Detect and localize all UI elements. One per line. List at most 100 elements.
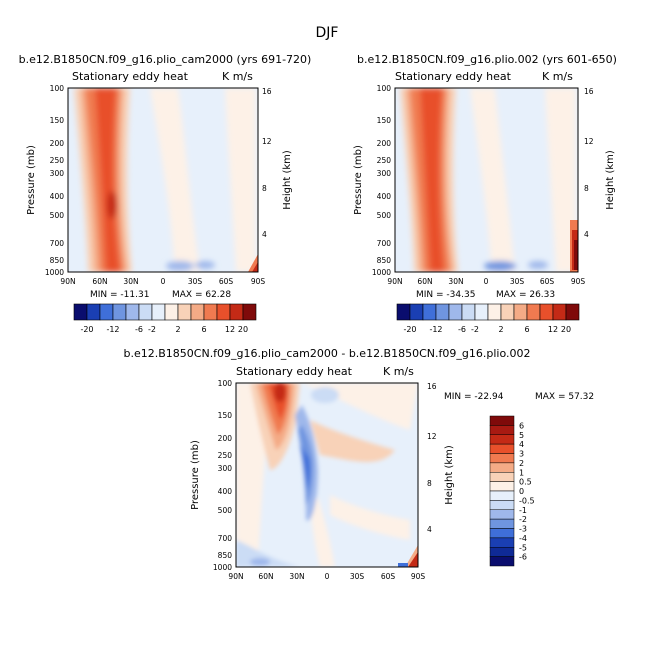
panel-1-axes: Pressure (mb) Height (km) 100 150 200 25…: [26, 84, 293, 286]
svg-text:0: 0: [161, 277, 166, 286]
svg-text:90S: 90S: [251, 277, 266, 286]
colorbar-tick-label: -2: [148, 325, 156, 334]
colorbar-swatch: [73, 303, 88, 321]
colorbar-swatch: [489, 434, 515, 445]
colorbar-swatch: [489, 528, 515, 539]
panel-2-axes: Pressure (mb) Height (km) 100 150 200 25…: [353, 84, 616, 286]
colorbar-tick-label: 12: [225, 325, 235, 334]
colorbar-swatch: [489, 472, 515, 482]
svg-text:850: 850: [377, 256, 392, 265]
svg-text:500: 500: [218, 506, 233, 515]
svg-text:250: 250: [377, 156, 392, 165]
panel-1-ylabel-right: Height (km): [282, 150, 293, 210]
svg-text:30S: 30S: [510, 277, 525, 286]
colorbar-tick-label: -6: [519, 553, 527, 562]
colorbar-swatch: [216, 303, 231, 321]
colorbar-tick-label: 4: [519, 440, 524, 449]
panel-2-ylabel-right: Height (km): [605, 150, 616, 210]
season-title: DJF: [316, 25, 339, 41]
colorbar-tick-label: -6: [135, 325, 143, 334]
svg-text:150: 150: [50, 116, 65, 125]
svg-text:16: 16: [262, 87, 272, 96]
svg-text:500: 500: [50, 211, 65, 220]
svg-text:4: 4: [584, 230, 589, 239]
svg-text:0: 0: [325, 572, 330, 581]
svg-text:250: 250: [50, 156, 65, 165]
svg-text:400: 400: [218, 487, 233, 496]
svg-text:60N: 60N: [417, 277, 432, 286]
colorbar-tick-label: -3: [519, 525, 527, 534]
svg-text:700: 700: [218, 534, 233, 543]
colorbar-swatch: [487, 303, 502, 321]
panel-3-title: b.e12.B1850CN.f09_g16.plio_cam2000 - b.e…: [124, 347, 531, 360]
colorbar-swatch: [539, 303, 554, 321]
colorbar-swatch: [242, 303, 257, 321]
panel-3-units: K m/s: [383, 365, 414, 378]
panel-1-ylabel: Pressure (mb): [26, 145, 37, 215]
colorbar-swatch: [489, 453, 515, 464]
panel-1: b.e12.B1850CN.f09_g16.plio_cam2000 (yrs …: [19, 53, 312, 300]
colorbar-tick-label: -4: [519, 534, 527, 543]
svg-text:16: 16: [427, 382, 437, 391]
svg-text:850: 850: [218, 551, 233, 560]
colorbar-swatch: [500, 303, 515, 321]
svg-text:1000: 1000: [213, 563, 232, 572]
panel-3-min: MIN = -22.94: [444, 392, 504, 402]
panel-2-max: MAX = 26.33: [496, 290, 555, 300]
colorbar-tick-label: -2: [471, 325, 479, 334]
panel-1-field: [68, 88, 258, 272]
colorbar-swatch: [86, 303, 101, 321]
colorbar-swatch: [489, 462, 515, 473]
svg-text:8: 8: [584, 184, 589, 193]
colorbar-swatch: [422, 303, 437, 321]
colorbar-swatch: [151, 303, 166, 321]
svg-text:4: 4: [427, 525, 432, 534]
colorbar-swatch: [489, 500, 515, 510]
colorbar-swatch: [513, 303, 528, 321]
colorbar-tick-label: -1: [519, 506, 527, 515]
colorbar-tick-label: 1: [519, 468, 524, 477]
svg-text:30S: 30S: [350, 572, 365, 581]
colorbar-tick-label: 0.5: [519, 478, 532, 487]
svg-text:200: 200: [218, 434, 233, 443]
svg-text:300: 300: [377, 169, 392, 178]
svg-text:60S: 60S: [381, 572, 396, 581]
svg-text:150: 150: [377, 116, 392, 125]
colorbar-tick-label: -5: [519, 543, 527, 552]
colorbar-swatch: [112, 303, 127, 321]
svg-text:700: 700: [377, 239, 392, 248]
svg-text:60N: 60N: [92, 277, 107, 286]
colorbar-tick-label: -12: [429, 325, 442, 334]
colorbar-swatch: [474, 303, 489, 321]
svg-text:90N: 90N: [228, 572, 243, 581]
svg-text:60N: 60N: [258, 572, 273, 581]
svg-text:60S: 60S: [540, 277, 555, 286]
colorbar-swatch: [489, 415, 515, 426]
svg-text:100: 100: [218, 379, 233, 388]
panel-3-ylabel-right: Height (km): [444, 445, 455, 505]
svg-text:90S: 90S: [571, 277, 586, 286]
svg-text:12: 12: [427, 432, 437, 441]
colorbar-tick-label: 20: [238, 325, 248, 334]
colorbar-swatch: [489, 425, 515, 435]
colorbar-tick-label: 3: [519, 450, 524, 459]
panel-1-units: K m/s: [222, 70, 253, 83]
colorbar-swatch: [489, 537, 515, 548]
colorbar-swatch: [489, 490, 515, 501]
svg-text:16: 16: [584, 87, 594, 96]
panel-3-ylabel: Pressure (mb): [190, 440, 201, 510]
colorbar-swatch: [190, 303, 205, 321]
colorbar-swatch: [489, 547, 515, 557]
svg-text:250: 250: [218, 451, 233, 460]
svg-text:1000: 1000: [372, 268, 391, 277]
colorbar-tick-label: 5: [519, 431, 524, 440]
panel-2-title: b.e12.B1850CN.f09_g16.plio.002 (yrs 601-…: [357, 53, 617, 66]
colorbar-swatch: [229, 303, 244, 321]
colorbar-tick-label: 6: [201, 325, 206, 334]
colorbar-swatch: [489, 481, 515, 492]
colorbar-swatch: [125, 303, 140, 321]
colorbar-tick-label: 6: [524, 325, 529, 334]
colorbar-tick-label: -2: [519, 515, 527, 524]
panel-3-axes: Pressure (mb) Height (km) 100 150 200 25…: [190, 379, 455, 581]
colorbar-swatch: [435, 303, 450, 321]
